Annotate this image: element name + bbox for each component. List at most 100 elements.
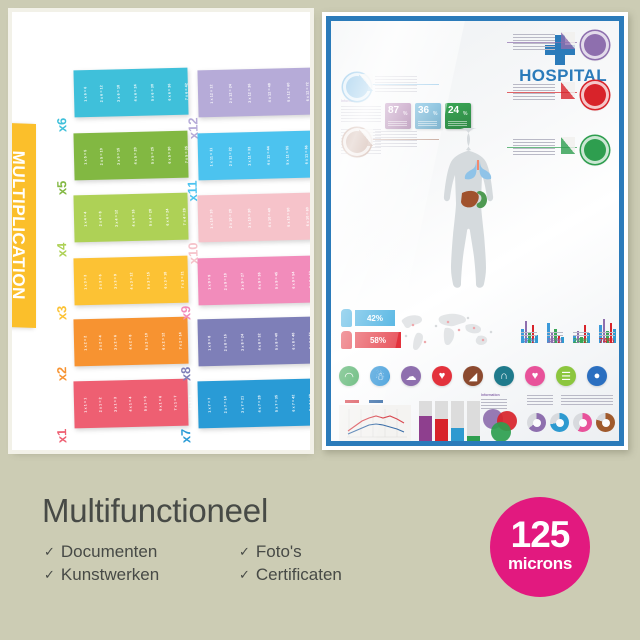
poster-content: Trinity HOSPITAL Information 87%36%24%: [331, 21, 619, 441]
bar: [535, 335, 538, 343]
multiplication-table-x2: x2 1 x 2 = 2 2 x 2 = 4 3 x 2 = 6 4 x 2 = 8 5 …: [54, 316, 273, 381]
bar: [554, 329, 557, 343]
world-map: [401, 313, 493, 351]
bar-caption: [547, 332, 563, 336]
medical-cross-icon: [545, 35, 576, 65]
multiplication-equation: 5 x 10 = 50: [286, 207, 291, 227]
bar: [561, 337, 564, 343]
percent-suffix: %: [463, 111, 468, 117]
bar-group-24: 24%: [573, 303, 595, 345]
donut-chart: [596, 413, 615, 432]
bar: [557, 335, 560, 343]
vertical-bar-column: [419, 401, 432, 441]
multiplication-table-x10: x10 1 x 10 = 10 2 x 10 = 20 3 x 10 = 30 4 x …: [185, 192, 310, 264]
multiplication-equation: 1 x 5 = 5: [83, 149, 88, 165]
bar-caption: [573, 332, 589, 336]
brain-icon: ☁: [401, 366, 421, 386]
bar-percentage: 87%: [521, 336, 537, 345]
callout-text: [513, 84, 555, 100]
multiplication-equation: 3 x 7 = 21: [240, 395, 245, 413]
multiplication-rows: 1 x 5 = 5 2 x 5 = 10 3 x 5 = 15 4 x 5 = 20 5…: [73, 131, 279, 181]
vertical-bar-column: [451, 401, 464, 441]
multiplication-equation: 6 x 3 = 18: [163, 271, 168, 289]
multiplication-table-x6: x6 1 x 6 = 6 2 x 6 = 12 3 x 6 = 18 4 x 6 = 2…: [54, 67, 280, 132]
multiplication-equation: 2 x 5 = 10: [99, 147, 104, 165]
multiplication-equation: 6 x 9 = 54: [291, 270, 297, 289]
multiplication-equation: 7 x 8 = 56: [309, 332, 310, 349]
venn-circle: [491, 422, 511, 441]
multiplication-equation: 5 x 3 = 15: [146, 271, 151, 289]
multiplication-rows: 1 x 6 = 6 2 x 6 = 12 3 x 6 = 18 4 x 6 = 24 5…: [73, 68, 279, 118]
multiplication-equation: 3 x 1 = 3: [113, 396, 118, 412]
vertical-bar-fill: [451, 428, 464, 441]
multiplication-equation: 6 x 6 = 36: [167, 82, 173, 101]
multiplication-equation: 1 x 1 = 1: [83, 397, 88, 413]
multiplication-equation: 5 x 4 = 20: [148, 208, 153, 226]
bar: [602, 319, 605, 343]
multiplication-equation: 3 x 10 = 30: [247, 207, 253, 228]
multiplication-table-x4: x4 1 x 4 = 4 2 x 4 = 8 3 x 4 = 12 4 x 4 = 16…: [54, 192, 278, 257]
multiplication-equation: 2 x 11 = 22: [228, 146, 233, 166]
multiplication-table-x12: x12 1 x 12 = 12 2 x 12 = 24 3 x 12 = 36 4 x …: [185, 67, 310, 139]
multiplication-equation: 7 x 4 = 28: [182, 207, 188, 225]
vertical-bar-column: [467, 401, 480, 441]
multiplication-equation: 1 x 12 = 12: [209, 83, 214, 104]
multiplication-equation: 7 x 9 = 63: [309, 271, 310, 288]
bar: [528, 333, 531, 343]
multiplication-equation: 3 x 4 = 12: [114, 209, 119, 227]
heart-icon: [581, 81, 609, 109]
multiplication-equation: 6 x 2 = 12: [161, 332, 166, 350]
gender-percentage: 42%: [355, 310, 395, 326]
heart-icon: ♥: [432, 366, 452, 386]
multiplication-equation: 6 x 7 = 42: [291, 393, 297, 412]
multiplication-table-label: x4: [54, 242, 70, 258]
hospital-poster: Trinity HOSPITAL Information 87%36%24%: [322, 12, 628, 450]
callout-text: [375, 76, 417, 92]
percent-value: 36: [418, 105, 430, 116]
donut-chart: [573, 413, 592, 432]
multiplication-equation: 4 x 9 = 36: [257, 271, 262, 289]
page-title: Multifunctioneel: [42, 492, 269, 529]
callout-mini-chart: [561, 137, 575, 154]
multiplication-equation: 3 x 9 = 27: [240, 272, 245, 290]
multiplication-equation: 6 x 12 = 72: [305, 81, 310, 101]
multiplication-equation: 4 x 11 = 44: [266, 145, 271, 165]
bar: [576, 331, 579, 343]
multiplication-equation: 5 x 8 = 40: [274, 332, 280, 350]
feature-label: Foto's: [255, 542, 302, 561]
stomach-icon: [581, 136, 609, 164]
multiplication-equation: 4 x 6 = 24: [133, 83, 138, 101]
multiplication-table-x1: x1 1 x 1 = 1 2 x 1 = 2 3 x 1 = 3 4 x 1 = 4 5 …: [54, 378, 263, 443]
multiplication-table-label: x5: [54, 180, 70, 196]
check-icon: ✓: [44, 544, 55, 559]
multiplication-equation: 2 x 3 = 6: [98, 273, 103, 289]
multiplication-equation: 5 x 2 = 10: [144, 332, 149, 350]
multiplication-table-label: x7: [178, 428, 194, 444]
bar: [573, 335, 576, 343]
multiplication-equation: 5 x 9 = 45: [274, 271, 280, 289]
multiplication-equation: 4 x 4 = 16: [131, 208, 136, 227]
feature-item: ✓ Foto's: [239, 542, 434, 562]
multiplication-table-label: x8: [178, 366, 194, 382]
check-icon: ✓: [239, 567, 250, 582]
note-heading: Information: [481, 393, 507, 411]
multiplication-equation: 3 x 11 = 33: [247, 146, 252, 166]
multiplication-rows: 1 x 1 = 1 2 x 1 = 2 3 x 1 = 3 4 x 1 = 4 5 x …: [73, 379, 262, 429]
multiplication-rows: 1 x 9 = 9 2 x 9 = 18 3 x 9 = 27 4 x 9 = 36 5…: [197, 256, 310, 306]
lorem-text: [341, 106, 381, 124]
multiplication-equation: 3 x 5 = 15: [116, 147, 121, 165]
bar: [521, 329, 524, 343]
liver-icon: ◢: [463, 366, 483, 386]
bar-percentage: 36%: [547, 336, 563, 345]
multiplication-rows: 1 x 2 = 2 2 x 2 = 4 3 x 2 = 6 4 x 2 = 8 5 x …: [73, 317, 273, 367]
donut-chart: [527, 413, 546, 432]
multiplication-rows: 1 x 10 = 10 2 x 10 = 20 3 x 10 = 30 4 x 10 …: [197, 193, 310, 243]
multiplication-equation: 5 x 12 = 60: [286, 82, 291, 102]
multiplication-rows: 1 x 3 = 3 2 x 3 = 6 3 x 3 = 9 4 x 3 = 12 5 x…: [73, 256, 275, 306]
multiplication-equation: 3 x 12 = 36: [247, 82, 253, 103]
callout-mini-chart: [561, 82, 575, 99]
multiplication-equation: 5 x 5 = 25: [150, 146, 156, 164]
multiplication-equation: 6 x 4 = 24: [165, 208, 171, 226]
bar-group-87: 87%: [521, 303, 543, 345]
